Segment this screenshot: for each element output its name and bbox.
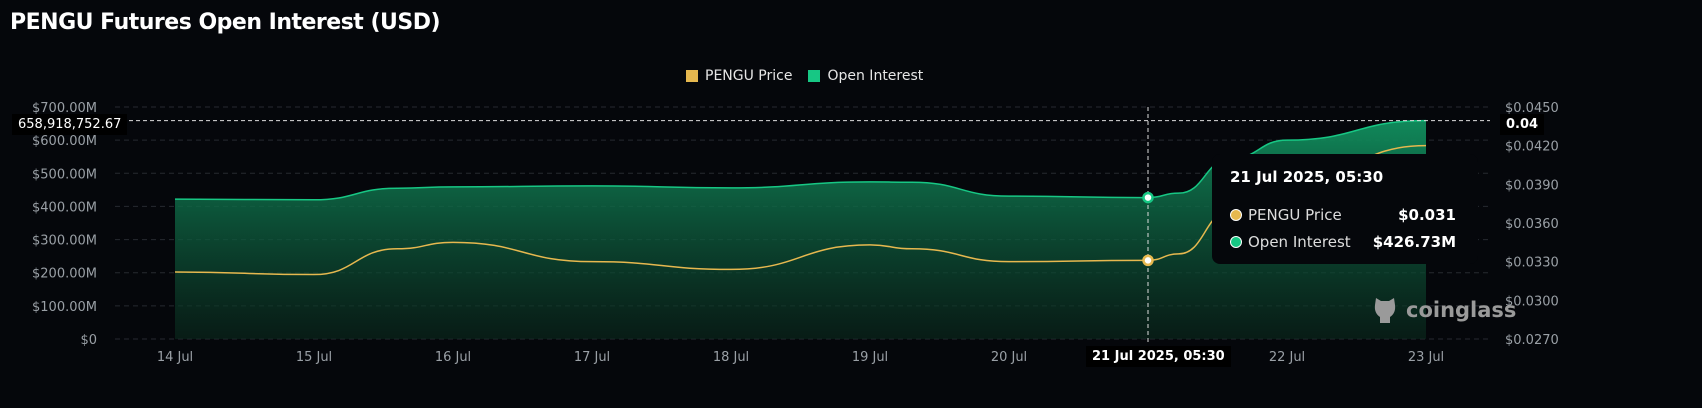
y-left-tick: $400.00M [32, 200, 97, 215]
brand-text: coinglass [1406, 298, 1517, 322]
y-right-tick: $0.0330 [1505, 256, 1559, 271]
crosshair-left-readout: 658,918,752.67 [12, 114, 128, 135]
legend-label: Open Interest [827, 68, 924, 84]
coinglass-watermark: coinglass [1372, 295, 1516, 325]
y-right-tick: $0.0450 [1505, 101, 1559, 116]
y-right-tick: $0.0420 [1505, 140, 1559, 155]
y-left-tick: $700.00M [32, 101, 97, 116]
crosshair-right-readout: 0.04 [1500, 114, 1545, 135]
price-swatch [686, 70, 698, 82]
y-right-tick: $0.0390 [1505, 178, 1559, 193]
legend: PENGU Price Open Interest [686, 68, 923, 84]
y-right-tick: $0.0300 [1505, 294, 1559, 309]
x-tick: 20 Jul [991, 350, 1027, 365]
x-tick: 14 Jul [157, 350, 193, 365]
x-tick: 16 Jul [435, 350, 471, 365]
legend-item-price[interactable]: PENGU Price [686, 68, 792, 84]
crosshair-x-readout: 21 Jul 2025, 05:30 [1086, 346, 1231, 367]
x-tick: 19 Jul [852, 350, 888, 365]
tooltip-value: $426.73M [1372, 233, 1456, 251]
tooltip-value: $0.031 [1398, 206, 1456, 224]
y-left-tick: $200.00M [32, 267, 97, 282]
x-tick: 23 Jul [1408, 350, 1444, 365]
y-left-tick: $100.00M [32, 300, 97, 315]
tooltip-label: Open Interest [1248, 233, 1351, 251]
legend-label: PENGU Price [705, 68, 793, 84]
y-left-tick: $500.00M [32, 167, 97, 182]
y-left-tick: $0 [80, 333, 97, 348]
price-highlight-point [1142, 254, 1154, 267]
y-left-tick: $300.00M [32, 234, 97, 249]
tooltip: 21 Jul 2025, 05:30 PENGU Price $0.031 Ope… [1212, 154, 1478, 264]
coinglass-logo-icon [1374, 298, 1396, 323]
tooltip-label: PENGU Price [1248, 206, 1342, 224]
x-tick: 15 Jul [296, 350, 332, 365]
tooltip-date: 21 Jul 2025, 05:30 [1230, 168, 1384, 186]
y-right-tick: $0.0360 [1505, 217, 1559, 232]
oi-swatch [808, 70, 821, 82]
x-tick: 22 Jul [1269, 350, 1305, 365]
legend-item-oi[interactable]: Open Interest [808, 68, 923, 84]
tooltip-row-price: PENGU Price $0.031 [1230, 206, 1456, 224]
x-tick: 18 Jul [713, 350, 749, 365]
tooltip-row-oi: Open Interest $426.73M [1230, 233, 1456, 251]
y-right-tick: $0.0270 [1505, 333, 1559, 348]
oi-highlight-point [1142, 191, 1154, 204]
oi-area [175, 120, 1426, 339]
oi-dot-icon [1230, 236, 1242, 248]
price-dot-icon [1230, 209, 1242, 221]
x-tick: 17 Jul [574, 350, 610, 365]
y-left-tick: $600.00M [32, 134, 97, 149]
chart-title: PENGU Futures Open Interest (USD) [10, 10, 441, 35]
